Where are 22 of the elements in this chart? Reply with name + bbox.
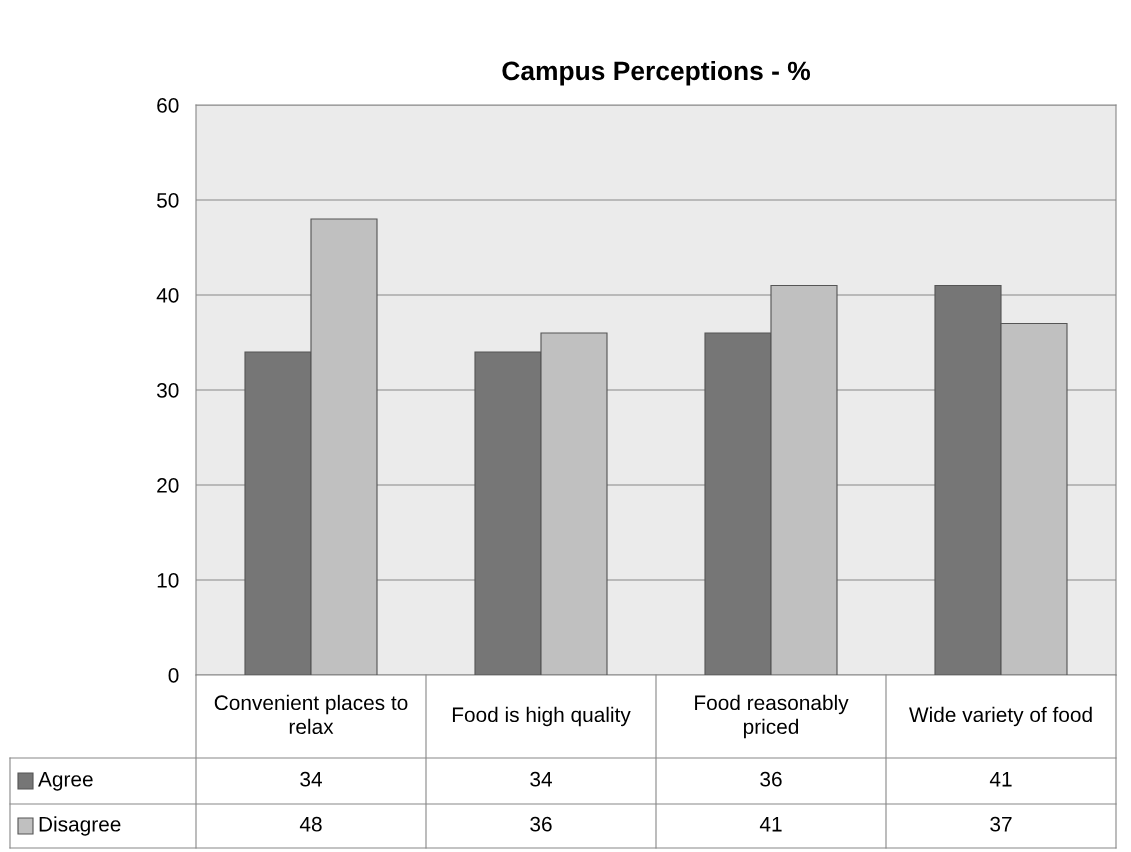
data-label: 36 (530, 816, 552, 832)
data-label: 36 (760, 771, 782, 787)
x-tick-label: Convenient places to relax (214, 694, 408, 735)
chart-title: Campus Perceptions - % (502, 60, 811, 86)
x-tick-label: Food reasonably priced (695, 694, 849, 739)
y-tick-label: 10 (157, 573, 179, 588)
y-tick-label: 30 (156, 383, 179, 398)
y-tick-label: 20 (157, 478, 179, 493)
x-tick-label: Food is high quality (452, 706, 631, 727)
y-tick-label: 0 (168, 668, 179, 683)
y-tick-label: 40 (156, 288, 179, 303)
y-tick-label: 60 (157, 98, 179, 113)
data-label: 37 (990, 816, 1012, 832)
data-label: 34 (530, 771, 552, 787)
legend-label: Disagree (39, 816, 121, 836)
legend-label: Agree (38, 772, 93, 791)
data-label: 34 (300, 771, 322, 787)
data-label: 41 (989, 772, 1012, 787)
x-tick-label: Wide variety of food (909, 706, 1092, 727)
data-label: 48 (299, 816, 322, 832)
y-tick-label: 50 (157, 193, 179, 208)
data-label: 41 (759, 817, 782, 832)
